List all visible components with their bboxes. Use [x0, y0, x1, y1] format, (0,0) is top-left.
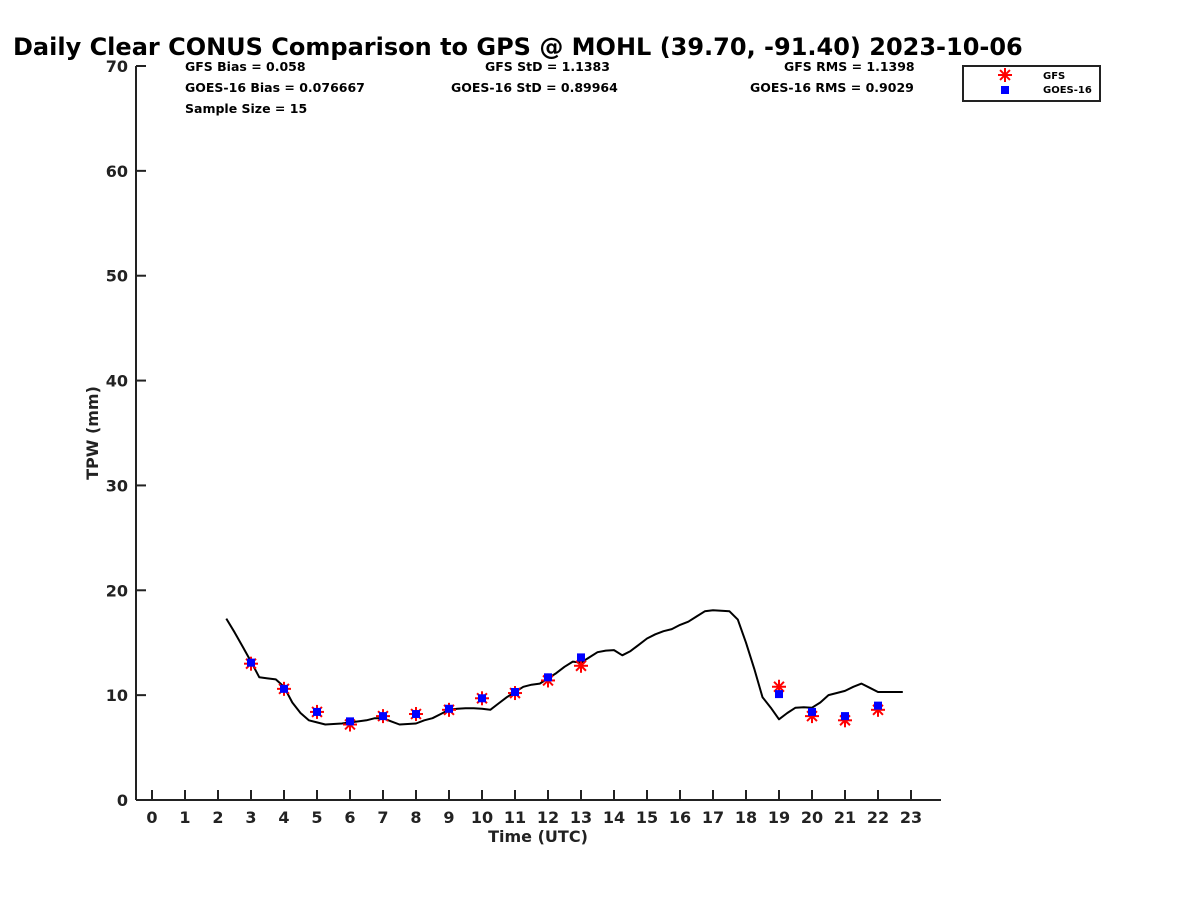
goes16-point: [775, 690, 783, 699]
stat-gfs-bias: GFS Bias = 0.058: [185, 59, 306, 74]
x-axis-label: Time (UTC): [488, 827, 588, 846]
stat-sample-size: Sample Size = 15: [185, 101, 307, 116]
x-tick-label: 4: [278, 808, 289, 827]
goes16-point: [346, 717, 354, 726]
x-tick-label: 3: [245, 808, 256, 827]
legend-label-gfs: GFS: [1043, 71, 1065, 82]
plot-area: [225, 609, 903, 732]
x-tick-label: 20: [801, 808, 823, 827]
goes16-point: [412, 710, 420, 719]
x-tick-label: 13: [570, 808, 592, 827]
x-tick-label: 9: [443, 808, 454, 827]
goes16-point: [247, 658, 255, 667]
goes16-point: [478, 694, 486, 703]
y-tick-label: 0: [117, 791, 128, 810]
goes16-point: [874, 701, 882, 710]
x-tick-label: 7: [377, 808, 388, 827]
x-tick-label: 16: [669, 808, 691, 827]
x-tick-label: 19: [768, 808, 790, 827]
x-tick-label: 6: [344, 808, 355, 827]
y-tick-label: 40: [106, 372, 128, 391]
y-tick-label: 30: [106, 476, 128, 495]
legend-box: [962, 65, 1101, 102]
goes16-point: [313, 707, 321, 716]
legend-goes-marker: [1001, 86, 1009, 94]
y-tick-label: 70: [106, 57, 128, 76]
x-tick-label: 18: [735, 808, 757, 827]
x-tick-label: 10: [471, 808, 493, 827]
chart-title: Daily Clear CONUS Comparison to GPS @ MO…: [13, 33, 1023, 61]
goes16-point: [841, 712, 849, 721]
goes16-point: [280, 684, 288, 693]
x-ticks: 0 1 2 3 4 5 6 7 8 9 10 11 12 13 14 15 16 17 18 19 20 21 22 23: [146, 790, 922, 827]
legend-label-goes: GOES-16: [1043, 85, 1092, 96]
x-tick-label: 21: [834, 808, 856, 827]
x-tick-label: 5: [311, 808, 322, 827]
y-tick-label: 50: [106, 267, 128, 286]
legend-gfs-asterisk: [998, 68, 1012, 82]
stat-goes-bias: GOES-16 Bias = 0.076667: [185, 80, 365, 95]
goes16-point: [511, 687, 519, 696]
goes16-point: [544, 673, 552, 682]
y-tick-label: 20: [106, 581, 128, 600]
stat-goes-rms: GOES-16 RMS = 0.9029: [750, 80, 914, 95]
y-tick-label: 10: [106, 686, 128, 705]
gps-line: [225, 609, 903, 726]
stat-gfs-std: GFS StD = 1.1383: [485, 59, 610, 74]
goes16-point: [577, 653, 585, 662]
x-tick-label: 12: [537, 808, 559, 827]
x-tick-label: 22: [867, 808, 889, 827]
y-ticks: 0 10 20 30 40 50 60 70: [106, 57, 146, 810]
goes16-point: [379, 712, 387, 721]
goes16-point: [808, 707, 816, 716]
y-axis-label: TPW (mm): [83, 386, 102, 480]
x-tick-label: 1: [179, 808, 190, 827]
stat-goes-std: GOES-16 StD = 0.89964: [451, 80, 618, 95]
legend: GFS GOES-16: [962, 65, 1101, 102]
x-tick-label: 0: [146, 808, 157, 827]
legend-gfs-marker: [998, 68, 1012, 82]
x-tick-label: 17: [702, 808, 724, 827]
x-tick-label: 15: [636, 808, 658, 827]
x-tick-label: 8: [410, 808, 421, 827]
x-tick-label: 23: [900, 808, 922, 827]
x-tick-label: 2: [212, 808, 223, 827]
goes16-point: [445, 704, 453, 713]
x-tick-label: 14: [603, 808, 625, 827]
stat-gfs-rms: GFS RMS = 1.1398: [784, 59, 915, 74]
y-tick-label: 60: [106, 162, 128, 181]
x-tick-label: 11: [504, 808, 526, 827]
